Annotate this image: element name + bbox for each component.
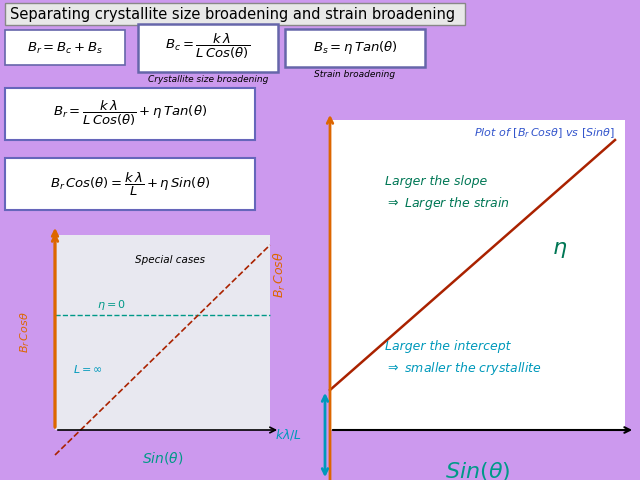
Text: $B_{r} = \dfrac{k\,\lambda}{L\,Cos(\theta)} + \eta\,Tan(\theta)$: $B_{r} = \dfrac{k\,\lambda}{L\,Cos(\thet…: [53, 98, 207, 128]
Text: $\eta = 0$: $\eta = 0$: [97, 298, 126, 312]
Text: $\eta$: $\eta$: [552, 240, 568, 260]
Bar: [55, 235, 270, 430]
Bar: [5, 30, 125, 65]
Text: $k\lambda/L$: $k\lambda/L$: [275, 428, 302, 443]
Bar: [5, 88, 255, 140]
Text: Larger the slope: Larger the slope: [385, 175, 487, 188]
Text: $B_{r} = B_{c} + B_{s}$: $B_{r} = B_{c} + B_{s}$: [27, 40, 103, 56]
Text: $Sin(\theta)$: $Sin(\theta)$: [445, 460, 510, 480]
Text: $B_{r}\,Cos\theta$: $B_{r}\,Cos\theta$: [18, 312, 32, 353]
Text: $\Rightarrow$ smaller the crystallite: $\Rightarrow$ smaller the crystallite: [385, 360, 542, 377]
Text: $B_{r}\,Cos\theta$: $B_{r}\,Cos\theta$: [272, 252, 288, 299]
Text: Crystallite size broadening: Crystallite size broadening: [148, 75, 268, 84]
Text: $L=\infty$: $L=\infty$: [73, 363, 103, 375]
Text: $Sin(\theta)$: $Sin(\theta)$: [141, 450, 183, 466]
Bar: [330, 120, 625, 430]
Text: $B_{r}\,Cos(\theta) = \dfrac{k\,\lambda}{L} + \eta\,Sin(\theta)$: $B_{r}\,Cos(\theta) = \dfrac{k\,\lambda}…: [50, 170, 210, 198]
Text: Special cases: Special cases: [135, 255, 205, 265]
Text: Larger the intercept: Larger the intercept: [385, 340, 511, 353]
Text: $\Rightarrow$ Larger the strain: $\Rightarrow$ Larger the strain: [385, 195, 510, 212]
Text: Separating crystallite size broadening and strain broadening: Separating crystallite size broadening a…: [10, 7, 455, 22]
Text: $B_{s} = \eta\,Tan(\theta)$: $B_{s} = \eta\,Tan(\theta)$: [312, 39, 397, 57]
Bar: [5, 3, 465, 25]
Text: $B_{c} = \dfrac{k\,\lambda}{L\,Cos(\theta)}$: $B_{c} = \dfrac{k\,\lambda}{L\,Cos(\thet…: [166, 31, 250, 60]
Bar: [138, 24, 278, 72]
Text: Plot of $[B_{r}\,Cos\theta]$ vs $[Sin\theta]$: Plot of $[B_{r}\,Cos\theta]$ vs $[Sin\th…: [474, 126, 615, 140]
Bar: [285, 29, 425, 67]
Bar: [5, 158, 255, 210]
Text: Strain broadening: Strain broadening: [314, 70, 396, 79]
